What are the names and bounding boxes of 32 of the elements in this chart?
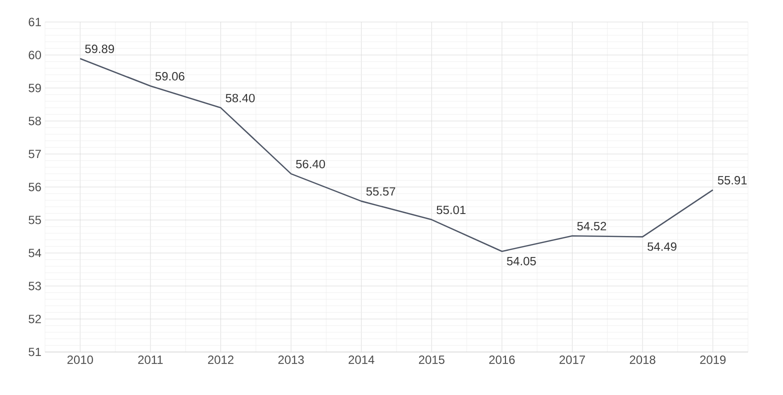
data-label: 54.05 [506,256,536,266]
data-label: 59.89 [85,44,114,54]
x-tick-label: 2013 [278,356,304,364]
y-tick-label: 57 [28,150,41,158]
x-tick-label: 2015 [418,356,444,364]
x-tick-label: 2019 [700,356,726,364]
y-tick-label: 51 [28,348,41,356]
x-tick-label: 2014 [348,356,374,364]
data-label: 54.49 [648,242,676,251]
x-tick-label: 2011 [138,356,163,364]
data-label: 55.01 [436,206,466,214]
y-tick-label: 56 [28,182,41,192]
data-label: 55.91 [718,176,747,184]
x-tick-label: 2012 [208,356,234,364]
y-tick-label: 54 [28,248,42,258]
x-tick-label: 2010 [67,356,93,364]
y-tick-label: 52 [28,314,41,324]
y-tick-label: 58 [28,116,41,126]
y-tick-label: 55 [28,216,41,224]
y-tick-label: 53 [28,282,41,290]
x-tick-label: 2016 [489,356,515,364]
data-label: 55.57 [366,187,396,196]
x-tick-label: 2018 [630,356,656,364]
y-tick-label: 59 [28,84,41,92]
data-label: 54.52 [577,222,606,230]
x-tick-label: 2017 [560,356,585,364]
data-label: 56.40 [296,160,326,168]
data-label: 59.06 [155,72,184,80]
y-tick-label: 60 [28,50,42,60]
y-tick-label: 61 [28,18,41,26]
line-series [80,58,714,252]
data-label: 58.40 [226,94,255,102]
